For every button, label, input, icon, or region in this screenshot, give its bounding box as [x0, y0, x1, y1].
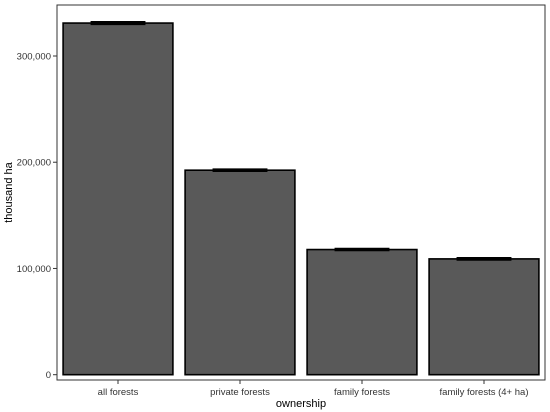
- y-tick-label: 200,000: [17, 158, 51, 169]
- x-axis: all forests private forests family forests…: [98, 380, 529, 398]
- error-bars: [90, 20, 512, 261]
- x-tick-label: family forests (4+ ha): [440, 387, 529, 398]
- y-axis: 0 100,000 200,000 300,000: [17, 51, 57, 381]
- bar: [306, 248, 418, 376]
- bar: [184, 169, 296, 376]
- bars: [62, 22, 540, 376]
- bar: [62, 22, 174, 376]
- y-tick-label: 0: [46, 370, 51, 381]
- x-tick-label: private forests: [210, 387, 270, 398]
- y-tick-label: 100,000: [17, 264, 51, 275]
- y-axis-title: thousand ha: [3, 161, 15, 222]
- y-tick-label: 300,000: [17, 51, 51, 62]
- bar: [428, 258, 540, 376]
- x-tick-label: all forests: [98, 387, 139, 398]
- x-axis-title: ownership: [276, 398, 326, 410]
- x-tick-label: family forests: [334, 387, 390, 398]
